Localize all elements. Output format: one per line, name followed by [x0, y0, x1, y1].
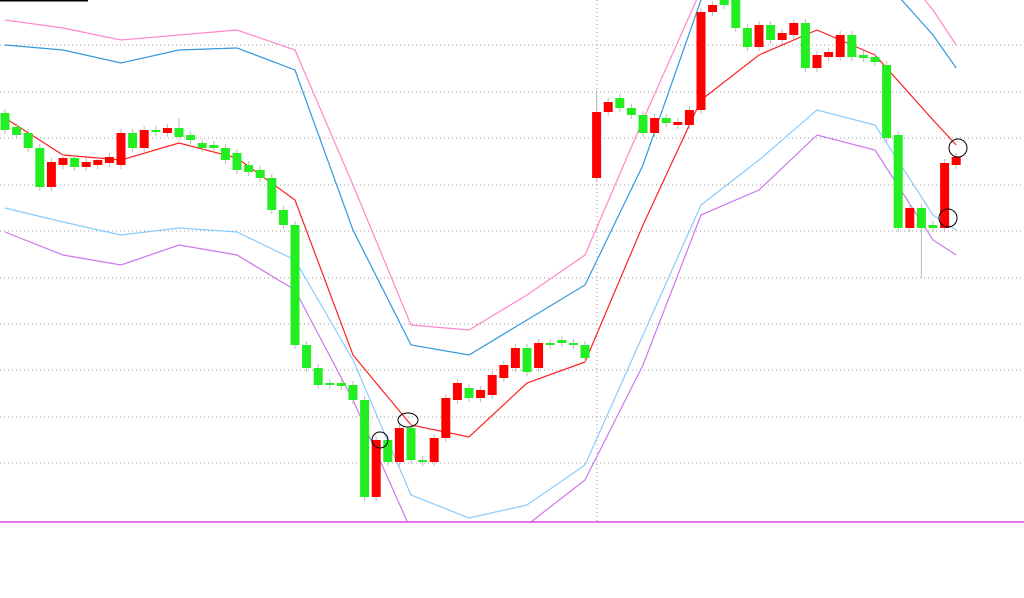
- candle-body: [302, 345, 312, 368]
- candle-body: [232, 153, 242, 170]
- candle-body: [800, 23, 810, 68]
- candle-body: [383, 440, 393, 462]
- candle-body: [951, 157, 961, 165]
- candle-body: [104, 157, 114, 163]
- candle-body: [580, 345, 590, 358]
- candle-body: [545, 343, 555, 345]
- marker-circle: [371, 431, 389, 449]
- candle-body: [719, 0, 729, 5]
- candle-body: [371, 440, 381, 497]
- candle-body: [162, 128, 172, 133]
- marker-circle: [948, 138, 968, 158]
- candle-body: [650, 118, 660, 133]
- candle-body: [638, 115, 648, 133]
- bands: [4, 0, 957, 522]
- candle-body: [336, 383, 346, 386]
- marker-circle: [938, 208, 958, 228]
- candle-body: [858, 55, 868, 58]
- candle-body: [452, 383, 462, 400]
- candle-body: [209, 145, 219, 148]
- candle-body: [464, 388, 474, 398]
- candle-body: [499, 365, 509, 378]
- candle-body: [46, 162, 56, 187]
- candle-body: [476, 390, 486, 398]
- candle-body: [139, 130, 149, 148]
- band-line: [4, 134, 957, 522]
- candle-body: [522, 348, 532, 372]
- candle-body: [510, 348, 520, 368]
- candle-body: [940, 163, 950, 228]
- candle-body: [661, 118, 671, 123]
- candle-body: [429, 438, 439, 462]
- candle-body: [35, 148, 45, 187]
- candle-body: [789, 23, 799, 35]
- candle-body: [754, 25, 764, 47]
- candle-body: [12, 127, 22, 135]
- candle-body: [174, 128, 184, 137]
- candle-body: [418, 460, 428, 462]
- candle-body: [360, 400, 370, 497]
- candle-body: [731, 0, 741, 28]
- candle-body: [626, 108, 636, 115]
- band-line: [4, 109, 957, 519]
- candle-body: [534, 343, 544, 368]
- candle-body: [812, 55, 822, 68]
- candle-body: [905, 208, 915, 228]
- candle-body: [603, 102, 613, 112]
- candle-body: [325, 383, 335, 385]
- candle-body: [313, 368, 323, 385]
- candle-body: [81, 162, 91, 167]
- candle-body: [348, 385, 358, 400]
- candle-body: [777, 33, 787, 40]
- candle-body: [290, 225, 300, 345]
- candle-body: [893, 135, 903, 228]
- candle-body: [394, 428, 404, 462]
- candle-body: [742, 28, 752, 47]
- candle-body: [557, 340, 567, 343]
- candle-body: [197, 143, 207, 148]
- candle-body: [615, 98, 625, 108]
- candle-body: [835, 35, 845, 57]
- candle-body: [766, 25, 776, 40]
- candle-body: [568, 343, 578, 345]
- candle-body: [23, 133, 33, 148]
- candle-body: [673, 122, 683, 125]
- candle-body: [684, 110, 694, 125]
- candle-body: [928, 225, 938, 228]
- candle-body: [255, 170, 265, 178]
- candle-body: [244, 165, 254, 172]
- candle-body: [916, 208, 926, 228]
- candle-body: [487, 375, 497, 395]
- candles: [0, 0, 961, 501]
- candle-body: [592, 112, 602, 178]
- band-line: [4, 0, 957, 356]
- candle-body: [696, 12, 706, 110]
- candle-body: [882, 65, 892, 138]
- candle-body: [708, 5, 718, 12]
- candle-body: [406, 428, 416, 460]
- candle-body: [220, 148, 230, 160]
- candle-body: [58, 158, 68, 165]
- candle-body: [0, 113, 10, 130]
- candle-body: [267, 178, 277, 210]
- band-line: [4, 0, 957, 331]
- grid: [0, 44, 1024, 464]
- candle-body: [186, 135, 196, 140]
- candle-body: [278, 210, 288, 225]
- candle-body: [441, 398, 451, 438]
- candle-body: [151, 130, 161, 132]
- candle-body: [870, 57, 880, 62]
- candle-body: [847, 35, 857, 57]
- band-line: [4, 29, 957, 438]
- candle-body: [116, 133, 126, 165]
- candle-body: [70, 158, 80, 167]
- candle-body: [824, 52, 834, 57]
- markers: [371, 138, 968, 449]
- candle-body: [93, 160, 103, 165]
- candle-body: [128, 133, 138, 148]
- marker-circle: [397, 412, 419, 428]
